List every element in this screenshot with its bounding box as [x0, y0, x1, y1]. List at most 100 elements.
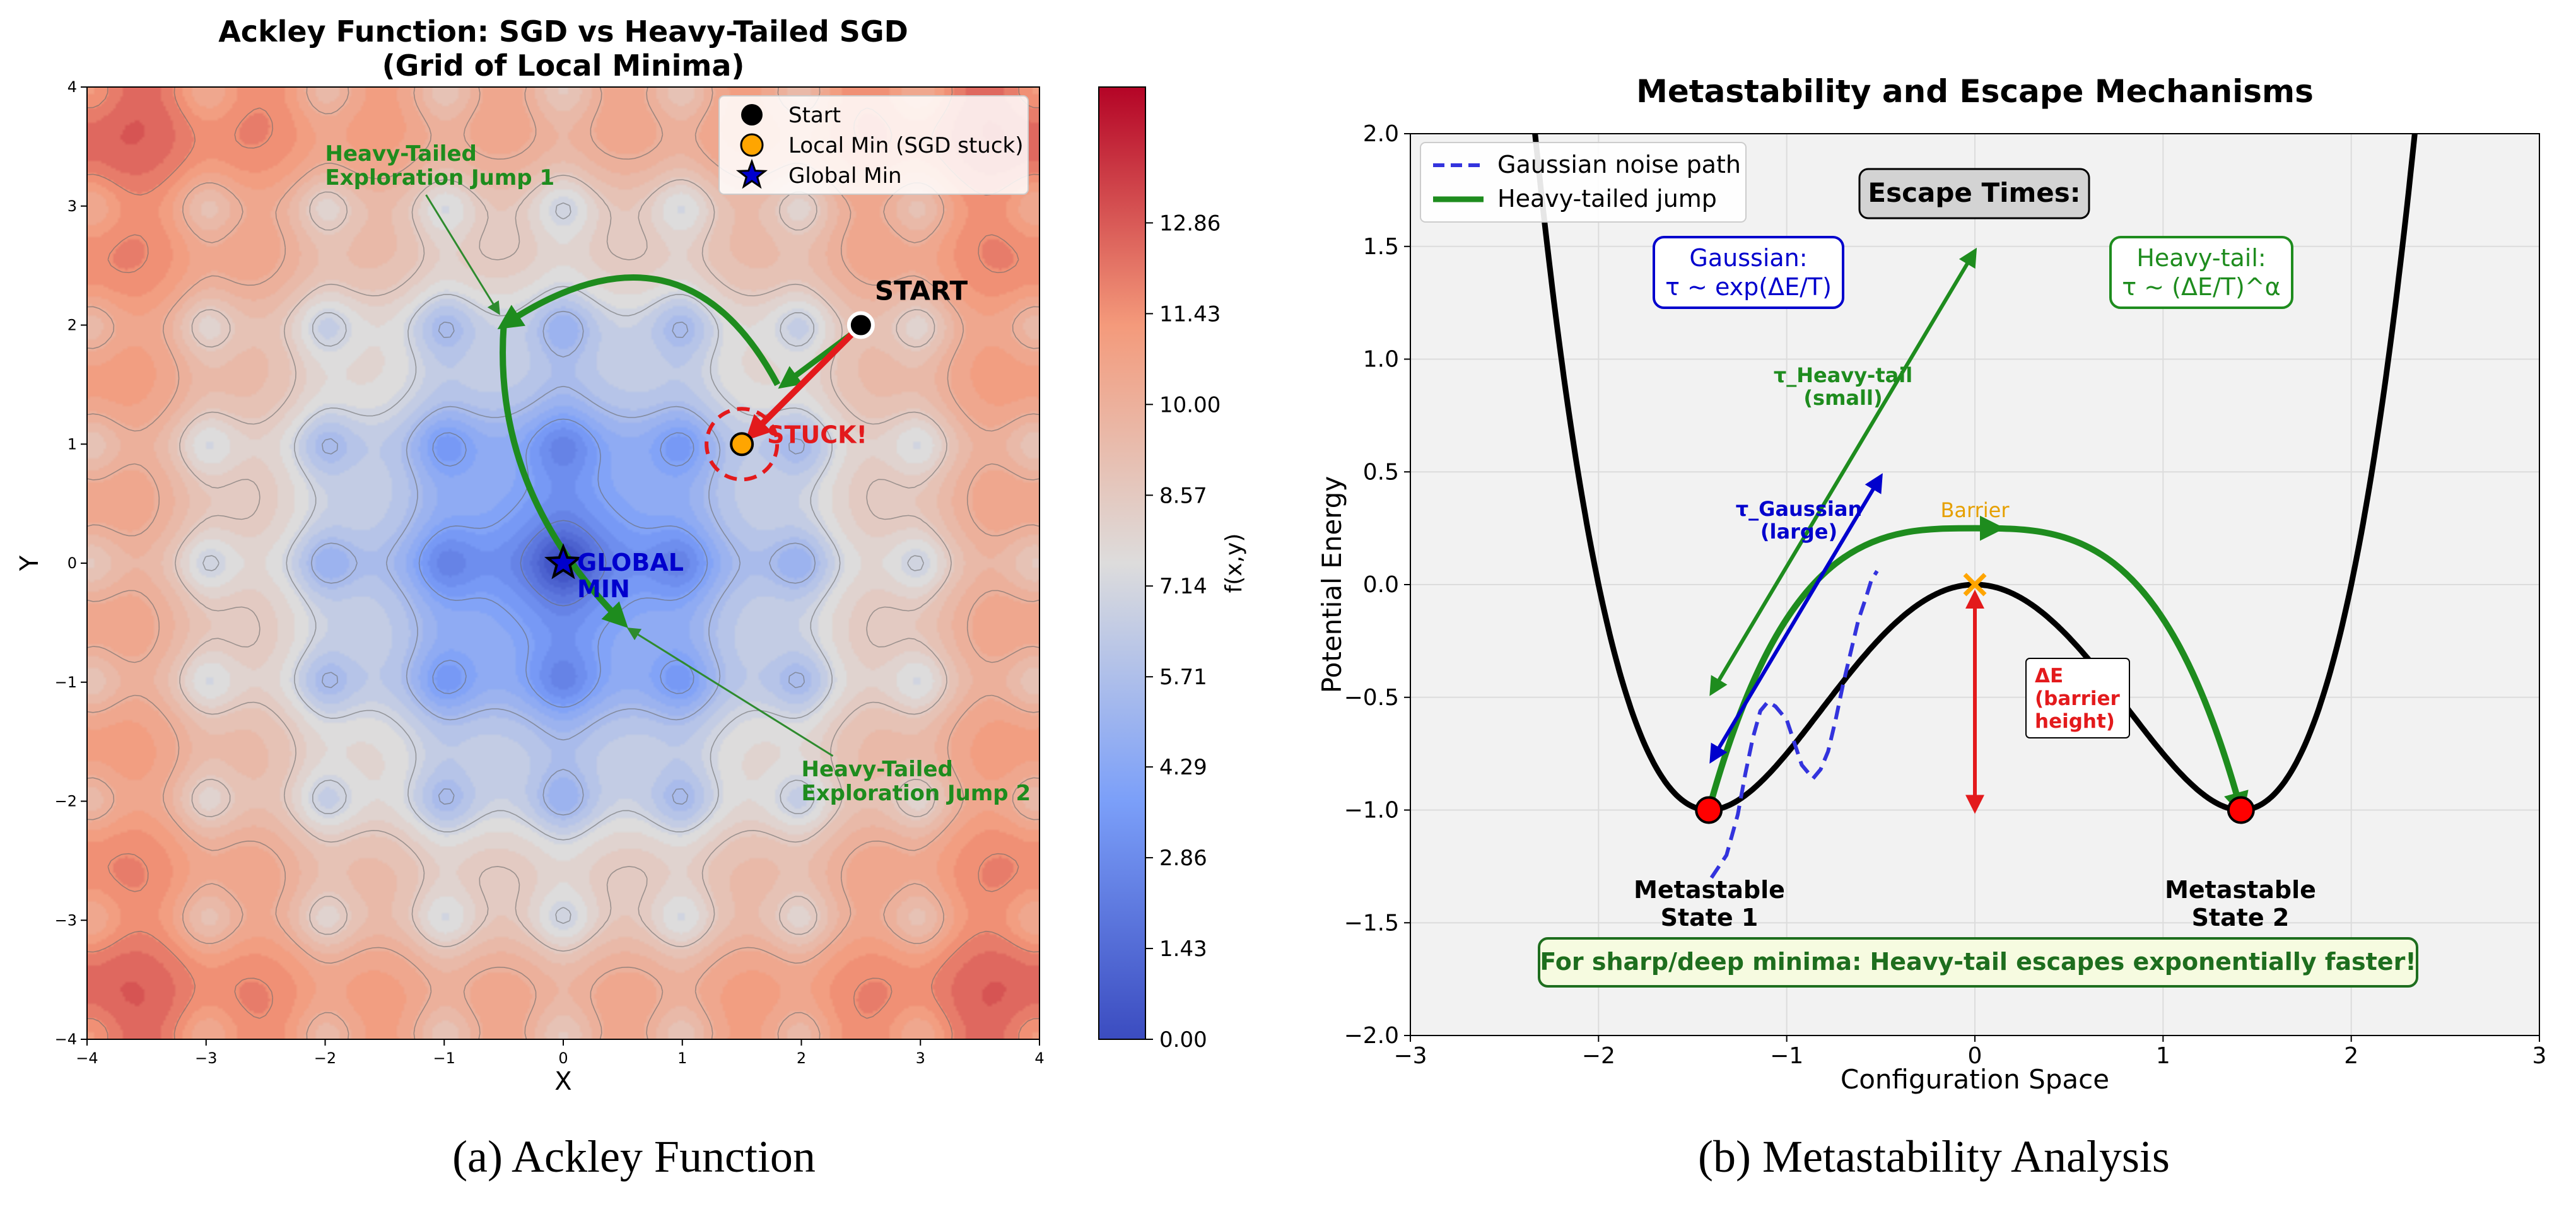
start-marker [846, 311, 875, 339]
ackley-title-line1: Ackley Function: SGD vs Heavy-Tailed SGD [218, 15, 908, 49]
legend-global-min-icon [735, 158, 768, 189]
barrier-marker [1963, 573, 1987, 597]
tau-heavy-label-line1: τ_Heavy-tail [1774, 363, 1912, 387]
colorbar [1098, 86, 1146, 1040]
ackley-y-tick-label: −3 [55, 911, 77, 929]
state-2-label-line2: State 2 [2192, 904, 2290, 931]
tau-gaussian-label-line2: (large) [1760, 520, 1837, 544]
ackley-y-tick-label: 0 [67, 554, 77, 572]
metastable-state-2-marker [2227, 796, 2255, 824]
stuck-label: STUCK! [767, 421, 867, 448]
colorbar-tick-label: 2.86 [1159, 846, 1207, 871]
ackley-axes: −4 −3 −2 −1 0 1 2 3 4 −4 −3 −2 −1 0 1 2 3 4 [55, 78, 1045, 1067]
ackley-title-line2: (Grid of Local Minima) [382, 49, 745, 83]
gaussian-formula-line1: Gaussian: [1689, 244, 1807, 272]
heavy-tail-path-2 [500, 325, 628, 628]
meta-ticks: −3 −2 −1 0 1 2 3 −2.0 −1.5 −1.0 −0.5 0.0 0.5 1.0 1.5 2.… [1344, 121, 2547, 1069]
colorbar-tick-label: 11.43 [1159, 301, 1221, 327]
legend-start-icon [741, 104, 763, 125]
colorbar-tick-label: 8.57 [1159, 483, 1207, 508]
annotation-arrow-2 [626, 627, 834, 757]
colorbar-tick-label: 4.29 [1159, 755, 1207, 780]
contour-line [87, 87, 1039, 1039]
gaussian-formula-box [1653, 236, 1844, 309]
meta-y-tick-label: 0.0 [1363, 572, 1399, 598]
delta-e-box [2025, 658, 2130, 738]
global-min-label-line1: GLOBAL [577, 549, 684, 576]
escape-times-box [1858, 168, 2090, 219]
tau-gaussian-label-line1: τ_Gaussian [1736, 497, 1863, 521]
annotation-2-line1: Heavy-Tailed [802, 757, 953, 782]
caption-b: (b) Metastability Analysis [1698, 1131, 2170, 1182]
ackley-y-tick-label: 3 [67, 197, 77, 215]
colorbar-ticks: 0.00 1.43 2.86 4.29 5.71 7.14 8.57 10.00 11.43 12… [1145, 211, 1221, 1053]
ackley-legend: Start Local Min (SGD stuck) Global Min [718, 95, 1029, 195]
state-2-label-line1: Metastable [2165, 876, 2316, 904]
meta-y-tick-label: 2.0 [1363, 121, 1399, 147]
ackley-x-tick-label: −4 [76, 1049, 98, 1067]
heavy-formula-line2: τ ~ (ΔE/T)^α [2122, 273, 2280, 301]
ackley-ylabel: Y [15, 555, 44, 571]
delta-e-label-line1: ΔE [2035, 665, 2063, 687]
ackley-x-tick-label: −1 [433, 1049, 455, 1067]
colorbar-tick-label: 1.43 [1159, 936, 1207, 962]
meta-y-tick-label: −1.5 [1344, 910, 1399, 936]
ackley-y-tick-label: 2 [67, 317, 77, 334]
ackley-x-tick-label: −2 [314, 1049, 336, 1067]
ackley-y-tick-label: −2 [55, 793, 77, 810]
start-label: START [875, 276, 968, 306]
colorbar-tick-label: 0.00 [1159, 1027, 1207, 1053]
ackley-x-tick-label: 4 [1034, 1049, 1044, 1067]
meta-ylabel: Potential Energy [1316, 476, 1347, 693]
meta-xlabel: Configuration Space [1841, 1064, 2109, 1095]
ackley-x-tick-label: 1 [677, 1049, 687, 1067]
colorbar-label: f(x,y) [1221, 534, 1247, 593]
colorbar-tick-label: 12.86 [1159, 211, 1221, 236]
meta-title: Metastability and Escape Mechanisms [1636, 73, 2314, 110]
heavy-formula-line1: Heavy-tail: [2136, 244, 2266, 272]
ackley-x-tick-label: −3 [195, 1049, 217, 1067]
colorbar-tick-label: 10.00 [1159, 392, 1221, 417]
meta-x-tick-label: −2 [1582, 1043, 1615, 1069]
gaussian-formula-line2: τ ~ exp(ΔE/T) [1665, 273, 1832, 301]
escape-times-title: Escape Times: [1868, 177, 2080, 208]
annotation-2-line2: Exploration Jump 2 [802, 781, 1031, 806]
meta-y-tick-label: −2.0 [1344, 1023, 1399, 1049]
note-box [1538, 937, 2418, 988]
legend-global-min-label: Global Min [788, 163, 902, 189]
metastable-state-1-marker [1695, 796, 1723, 824]
annotation-arrow-1 [425, 194, 500, 315]
ackley-y-tick-label: 4 [67, 78, 77, 96]
global-min-marker [544, 543, 583, 580]
tau-gaussian-arrow [1709, 473, 1883, 764]
global-min-label-line2: MIN [577, 575, 630, 603]
panel-ackley: Ackley Function: SGD vs Heavy-Tailed SGD… [15, 15, 1247, 1182]
note-text: For sharp/deep minima: Heavy-tail escape… [1540, 948, 2416, 976]
delta-e-label-line3: height) [2035, 710, 2115, 733]
heavy-tail-path [497, 274, 781, 387]
meta-y-tick-label: 0.5 [1363, 459, 1399, 485]
annotation-1-line2: Exploration Jump 1 [325, 165, 555, 190]
caption-a: (a) Ackley Function [452, 1131, 816, 1182]
barrier-label: Barrier [1940, 498, 2010, 522]
colorbar-tick-label: 5.71 [1159, 665, 1207, 690]
legend-heavy-label: Heavy-tailed jump [1497, 185, 1717, 213]
meta-x-tick-label: 1 [2156, 1043, 2170, 1069]
state-1-label-line2: State 1 [1661, 904, 1759, 931]
meta-x-tick-label: 0 [1968, 1043, 1982, 1069]
meta-x-tick-label: 3 [2532, 1043, 2547, 1069]
ackley-xlabel: X [554, 1067, 571, 1096]
contour-line [520, 520, 607, 607]
legend-local-min-icon [740, 133, 764, 157]
meta-y-tick-label: −1.0 [1344, 798, 1399, 824]
meta-y-tick-label: 1.5 [1363, 234, 1399, 260]
local-min-marker [730, 432, 754, 457]
state-1-label-line1: Metastable [1634, 876, 1785, 904]
meta-legend: Gaussian noise path Heavy-tailed jump [1420, 142, 1747, 223]
meta-x-tick-label: −1 [1770, 1043, 1803, 1069]
ackley-x-tick-label: 3 [916, 1049, 925, 1067]
heavy-formula-box [2109, 236, 2293, 309]
panel-metastability: Metastability and Escape Mechanisms −3 −2… [1316, 73, 2547, 1182]
contour-line [175, 175, 952, 952]
ackley-x-tick-label: 2 [797, 1049, 806, 1067]
